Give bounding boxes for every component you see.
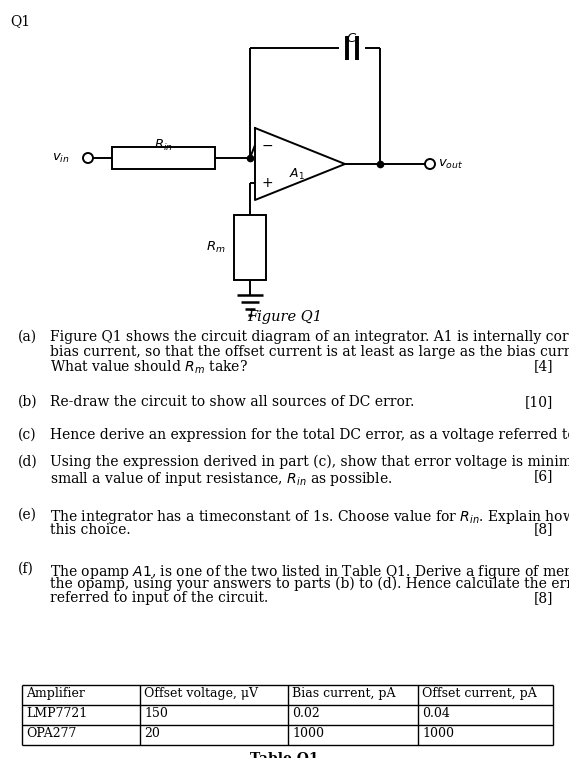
Text: 0.04: 0.04 xyxy=(422,707,450,720)
Text: bias current, so that the offset current is at least as large as the bias curren: bias current, so that the offset current… xyxy=(50,344,569,359)
Text: LMP7721: LMP7721 xyxy=(26,707,87,720)
Text: 20: 20 xyxy=(144,727,160,740)
Text: OPA277: OPA277 xyxy=(26,727,76,740)
Text: (f): (f) xyxy=(18,562,34,576)
Text: [6]: [6] xyxy=(534,469,553,484)
Text: the opamp, using your answers to parts (b) to (d). Hence calculate the error vol: the opamp, using your answers to parts (… xyxy=(50,577,569,591)
Text: Hence derive an expression for the total DC error, as a voltage referred to the : Hence derive an expression for the total… xyxy=(50,428,569,442)
Text: Offset voltage, μV: Offset voltage, μV xyxy=(144,687,258,700)
Text: $-$: $-$ xyxy=(261,138,273,152)
Text: 150: 150 xyxy=(144,707,168,720)
Text: [4]: [4] xyxy=(533,359,553,373)
Text: 1000: 1000 xyxy=(292,727,324,740)
Text: (e): (e) xyxy=(18,508,37,522)
Text: The opamp $A1$, is one of the two listed in Table Q1. Derive a figure of merit (: The opamp $A1$, is one of the two listed… xyxy=(50,562,569,581)
Text: $+$: $+$ xyxy=(261,176,273,190)
Text: small a value of input resistance, $R_{in}$ as possible.: small a value of input resistance, $R_{i… xyxy=(50,469,393,487)
Text: [8]: [8] xyxy=(534,591,553,605)
Text: The integrator has a timeconstant of 1s. Choose value for $R_{in}$. Explain how : The integrator has a timeconstant of 1s.… xyxy=(50,508,569,526)
Text: 1000: 1000 xyxy=(422,727,454,740)
Text: What value should $R_m$ take?: What value should $R_m$ take? xyxy=(50,359,248,377)
Text: this choice.: this choice. xyxy=(50,522,131,537)
Text: $C$: $C$ xyxy=(347,32,357,45)
Text: [8]: [8] xyxy=(534,522,553,537)
Text: Re-draw the circuit to show all sources of DC error.: Re-draw the circuit to show all sources … xyxy=(50,395,414,409)
Text: $v_{in}$: $v_{in}$ xyxy=(52,152,70,164)
Text: $A_1$: $A_1$ xyxy=(289,167,305,182)
Text: Q1: Q1 xyxy=(10,14,30,28)
Text: 0.02: 0.02 xyxy=(292,707,320,720)
Text: (d): (d) xyxy=(18,455,38,469)
Text: referred to input of the circuit.: referred to input of the circuit. xyxy=(50,591,268,605)
Text: (a): (a) xyxy=(18,330,37,344)
Text: $R_m$: $R_m$ xyxy=(207,240,226,255)
Text: (b): (b) xyxy=(18,395,38,409)
Text: Figure Q1 shows the circuit diagram of an integrator. A1 is internally corrected: Figure Q1 shows the circuit diagram of a… xyxy=(50,330,569,344)
Text: Amplifier: Amplifier xyxy=(26,687,85,700)
Text: $v_{out}$: $v_{out}$ xyxy=(438,158,463,171)
Text: (c): (c) xyxy=(18,428,36,442)
Bar xyxy=(234,215,266,280)
Bar xyxy=(112,147,215,169)
Text: Using the expression derived in part (c), show that error voltage is minimized b: Using the expression derived in part (c)… xyxy=(50,455,569,469)
Text: $R_{in}$: $R_{in}$ xyxy=(154,138,173,153)
Text: Table Q1: Table Q1 xyxy=(250,751,319,758)
Text: [10]: [10] xyxy=(525,395,553,409)
Text: Offset current, pA: Offset current, pA xyxy=(422,687,537,700)
Text: Bias current, pA: Bias current, pA xyxy=(292,687,395,700)
Text: Figure Q1: Figure Q1 xyxy=(247,310,322,324)
